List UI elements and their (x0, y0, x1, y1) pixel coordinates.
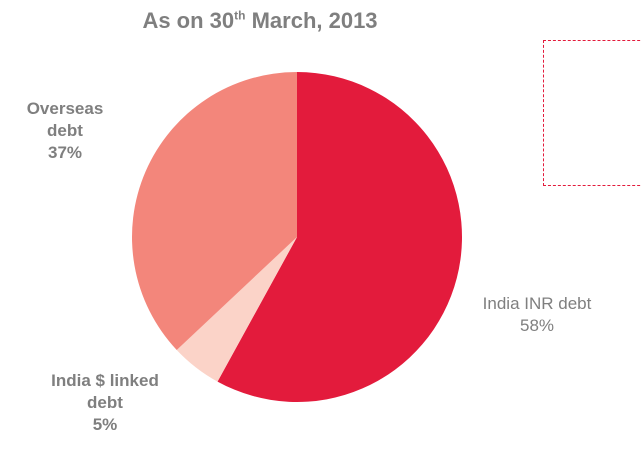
overseas-debt-label-line-2: debt (47, 121, 83, 140)
slice-label-india-dollar-linked-debt-line2: debt (87, 393, 123, 412)
pie-slice-overseas-debt (132, 72, 297, 350)
dashed-annotation-box (543, 40, 641, 186)
slice-label-india-dollar-linked-debt: India $ linked debt 5% (10, 370, 200, 436)
pie-slice-india-inr-debt (217, 72, 463, 402)
slice-label-overseas-debt: Overseas debt 37% (0, 98, 130, 164)
overseas-debt-label-line-1: Overseas (26, 99, 104, 118)
pie-slice-india-linked-debt (176, 237, 297, 382)
chart-title: As on 30th March, 2013 (142, 8, 378, 33)
slice-label-india-inr-debt: India INR debt 58% (482, 294, 592, 335)
